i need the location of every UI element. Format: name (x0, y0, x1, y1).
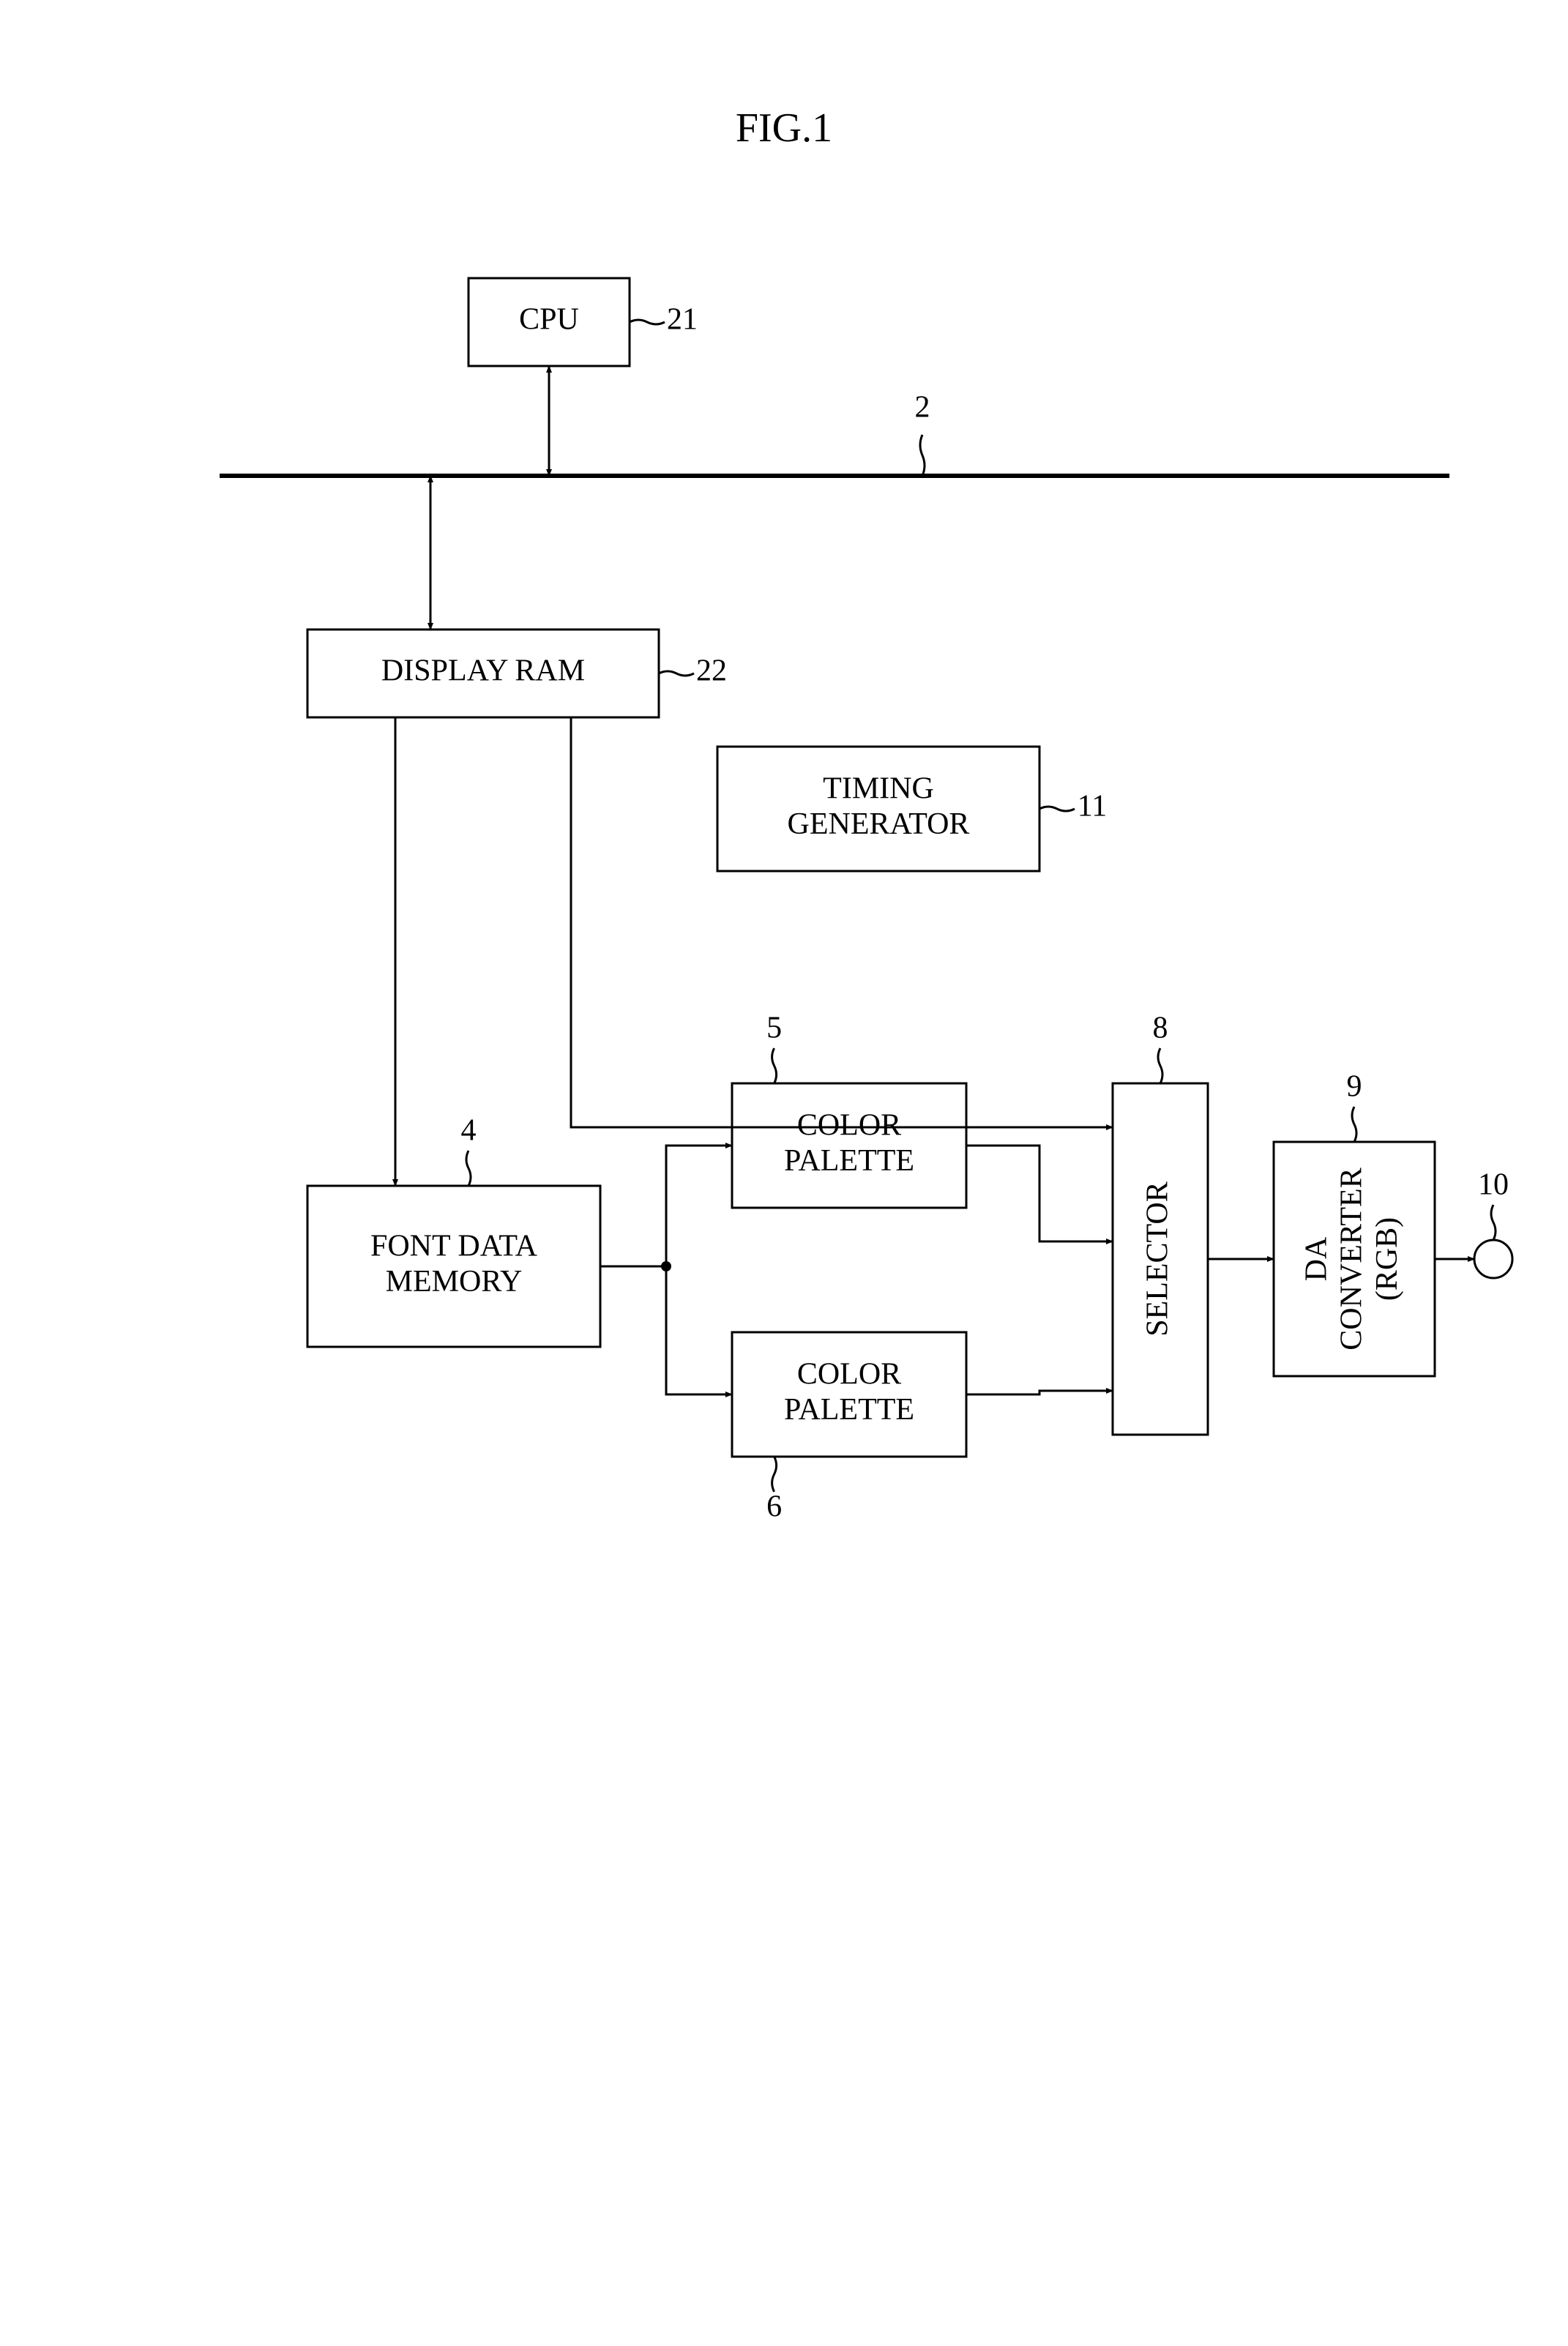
dac-ref: 9 (1347, 1070, 1362, 1104)
pal2-label-1: PALETTE (784, 1393, 914, 1427)
pal2-label-0: COLOR (797, 1357, 901, 1391)
cpu-label-0: CPU (519, 303, 579, 337)
timing-ref: 11 (1078, 790, 1107, 823)
timing-label-1: GENERATOR (788, 807, 970, 841)
selector-label-0: SELECTOR (1141, 1181, 1175, 1337)
pal2-ref: 6 (766, 1490, 782, 1524)
pal1-ref: 5 (766, 1012, 782, 1045)
font-label-0: FONT DATA (370, 1229, 538, 1263)
font-ref: 4 (461, 1114, 477, 1148)
figure-title: FIG.1 (736, 105, 832, 151)
bus-ref: 2 (915, 391, 930, 425)
dram-label-0: DISPLAY RAM (381, 654, 585, 688)
pal1-label-0: COLOR (797, 1108, 901, 1142)
font-label-1: MEMORY (386, 1265, 523, 1299)
dram-ref: 22 (696, 654, 727, 688)
output-ref: 10 (1478, 1168, 1509, 1202)
pal1-label-1: PALETTE (784, 1144, 914, 1178)
dac-label-2: (RGB) (1370, 1217, 1404, 1301)
selector-ref: 8 (1153, 1012, 1168, 1045)
cpu-ref: 21 (667, 303, 698, 337)
timing-label-0: TIMING (823, 772, 934, 805)
dac-label-0: DA (1299, 1236, 1333, 1281)
dac-label-1: CONVERTER (1335, 1168, 1369, 1350)
